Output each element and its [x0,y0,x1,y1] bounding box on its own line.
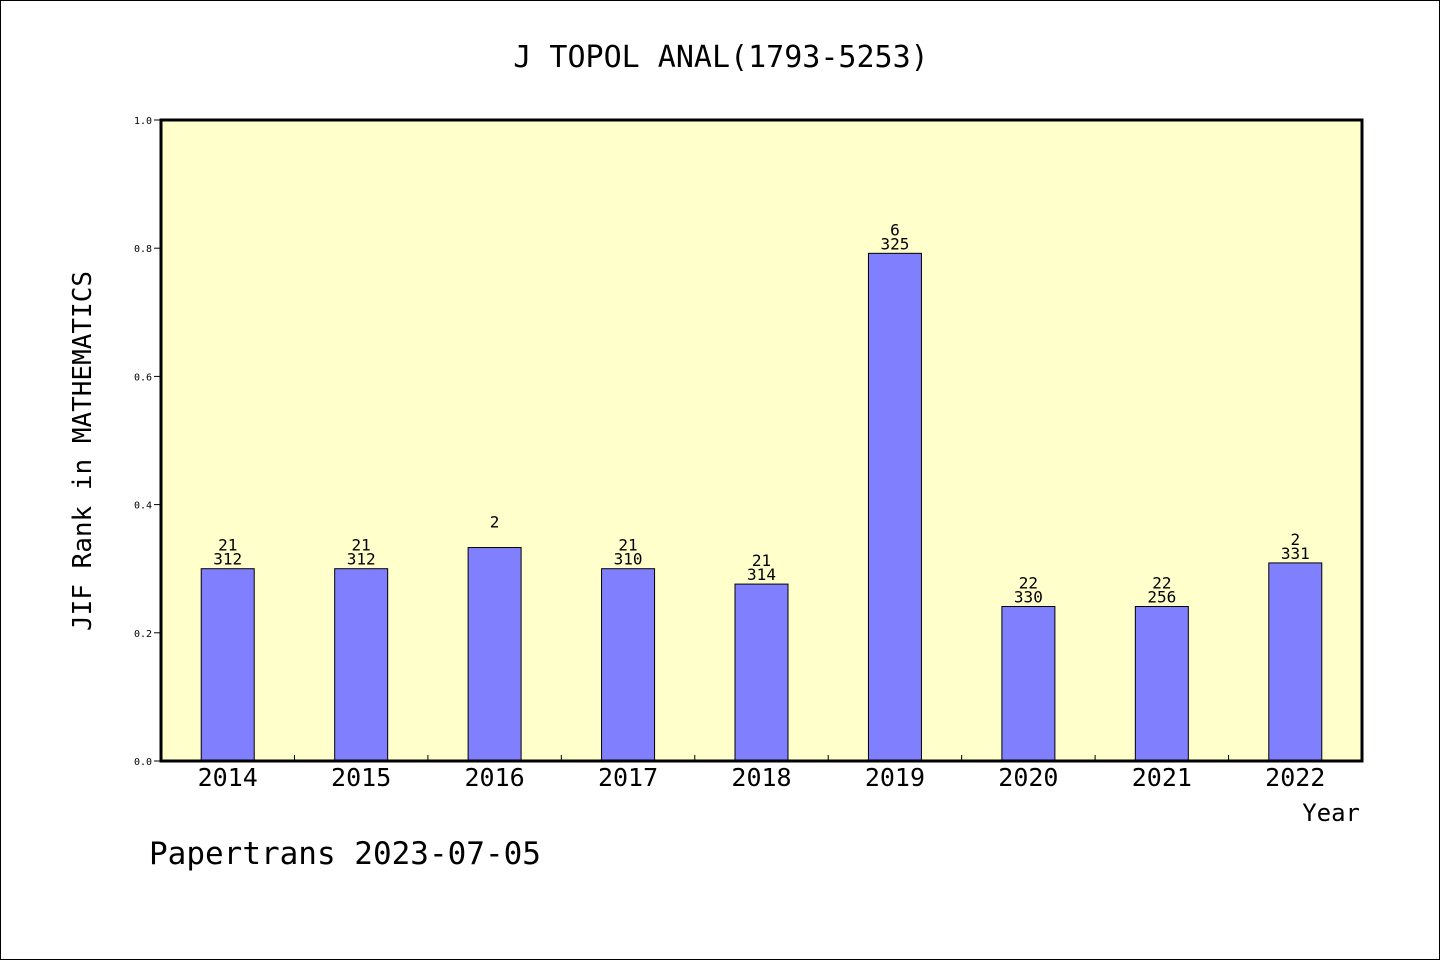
x-tick-label: 2015 [331,763,391,792]
bar-2020 [1001,606,1056,762]
bar-label-bottom: 330 [1014,588,1043,607]
bar-label-bottom: 331 [1281,544,1310,563]
bar-2018 [734,583,789,762]
bar-2015 [334,568,389,762]
y-tick-label: 0.6 [134,372,152,383]
bar-label-bottom: 314 [747,565,776,584]
x-tick-label: 2022 [1265,763,1325,792]
chart-title: J TOPOL ANAL(1793-5253) [513,40,928,75]
bar-label-bottom: 310 [614,550,643,569]
bar-label-bottom: 325 [880,234,909,253]
bar-2016 [467,547,522,762]
x-axis-label: Year [1302,799,1360,827]
bar-2019 [867,252,922,762]
x-tick-label: 2018 [731,763,791,792]
footer-text: Papertrans 2023-07-05 [149,836,541,872]
x-tick-label: 2020 [998,763,1058,792]
bar-label-top: 21 [752,551,771,570]
x-tick-label: 2014 [198,763,258,792]
bar-2017 [601,568,656,762]
x-tick-label: 2017 [598,763,658,792]
bar-label-top: 2 [1290,530,1300,549]
bar-label-bottom: 312 [213,550,242,569]
x-tick-label: 2016 [465,763,525,792]
y-axis-label: JIF Rank in MATHEMATICS [68,271,98,631]
bar-label-top: 21 [352,536,371,555]
x-tick-label: 2019 [865,763,925,792]
bar-2021 [1134,606,1189,762]
bar-label-top: 6 [890,220,900,239]
x-tick-label: 2021 [1132,763,1192,792]
bar-label-top: 22 [1152,574,1171,593]
y-tick-label: 0.4 [134,501,152,512]
plot-border [159,118,1364,763]
bar-2022 [1268,562,1323,762]
bar-2014 [200,568,255,762]
ticks-layer: 0.0 0.2 0.4 0.6 0.8 1.0 2014 2015 2016 2017 2018 20… [134,116,1325,792]
bar-label-bottom: 312 [347,550,376,569]
bar-label-top: 21 [218,536,237,555]
y-tick-label: 0.8 [134,244,152,255]
bar-label-top: 2 [490,513,500,532]
bar-label-top: 21 [618,536,637,555]
y-tick-label: 1.0 [134,116,152,127]
y-tick-label: 0.2 [134,629,152,640]
bar-label-top: 22 [1019,574,1038,593]
y-tick-label: 0.0 [134,757,152,768]
bar-label-bottom: 256 [1147,588,1176,607]
